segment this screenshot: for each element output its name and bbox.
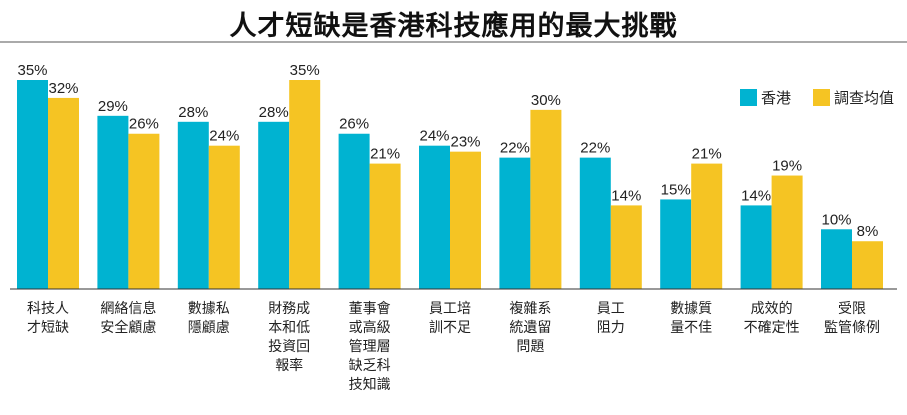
value-label-0-5: 24% — [419, 128, 449, 145]
bar-1-1 — [128, 133, 160, 289]
value-label-1-0: 32% — [48, 80, 78, 97]
bar-1-7 — [610, 205, 642, 289]
category-label-6-0: 複雜系 — [509, 300, 551, 317]
value-label-1-9: 19% — [772, 158, 802, 175]
category-label-4-1: 或高級 — [349, 319, 391, 336]
category-label-9-1: 不確定性 — [744, 320, 800, 336]
value-label-0-7: 22% — [580, 140, 610, 157]
value-label-0-0: 35% — [17, 62, 47, 79]
category-label-0-1: 才短缺 — [27, 320, 69, 336]
bar-0-0 — [17, 80, 48, 289]
value-label-0-9: 14% — [741, 187, 771, 204]
bar-1-4 — [369, 163, 401, 289]
category-label-0-0: 科技人 — [27, 301, 69, 317]
chart-title: 人才短缺是香港科技應用的最大挑戰 — [229, 11, 678, 42]
category-label-3-2: 投資回 — [268, 339, 310, 355]
bar-1-6 — [530, 109, 562, 289]
category-label-6-2: 問題 — [516, 339, 544, 355]
bar-0-6 — [499, 157, 531, 289]
category-label-7-1: 阻力 — [597, 320, 625, 336]
bar-1-2 — [208, 145, 240, 289]
legend: 香港 調查均值 — [740, 89, 894, 107]
bar-1-3 — [289, 80, 321, 289]
value-label-1-4: 21% — [370, 146, 400, 163]
category-label-7-0: 員工 — [597, 301, 625, 317]
category-label-6-1: 統遺留 — [509, 320, 551, 336]
category-label-10-0: 受限 — [838, 301, 866, 317]
category-label-3-0: 財務成 — [268, 301, 310, 317]
category-label-2-1: 隱顧慮 — [188, 320, 230, 336]
category-label-4-2: 管理層 — [349, 339, 391, 355]
bar-0-2 — [177, 121, 209, 289]
value-label-0-6: 22% — [500, 140, 530, 157]
legend-swatch-0 — [740, 89, 757, 106]
value-label-1-1: 26% — [129, 116, 159, 133]
legend-label-0: 香港 — [761, 89, 791, 107]
category-label-1-1: 安全顧慮 — [100, 319, 156, 336]
value-label-1-10: 8% — [857, 223, 879, 240]
category-label-8-0: 數據質 — [670, 301, 712, 317]
bar-1-8 — [691, 163, 723, 289]
bar-1-10 — [852, 241, 883, 289]
category-label-4-4: 技知識 — [349, 376, 391, 393]
bar-0-7 — [579, 157, 611, 289]
bar-0-1 — [97, 115, 129, 289]
value-label-0-10: 10% — [821, 211, 851, 228]
bar-1-9 — [771, 175, 803, 289]
bar-1-0 — [48, 97, 79, 290]
value-label-0-4: 26% — [339, 116, 369, 133]
legend-label-1: 調查均值 — [834, 89, 894, 107]
bar-0-10 — [821, 229, 852, 289]
category-label-4-0: 董事會 — [349, 301, 391, 317]
category-label-3-1: 本和低 — [268, 320, 310, 336]
category-label-5-0: 員工培 — [429, 301, 471, 317]
value-label-0-1: 29% — [98, 98, 128, 115]
bar-0-5 — [419, 145, 450, 289]
value-label-1-5: 23% — [450, 134, 480, 151]
bar-1-5 — [450, 151, 481, 289]
value-label-0-2: 28% — [178, 104, 208, 121]
value-label-1-6: 30% — [531, 92, 561, 109]
value-label-1-3: 35% — [290, 62, 320, 79]
category-label-8-1: 量不佳 — [670, 320, 712, 336]
category-label-9-0: 成效的 — [751, 301, 793, 317]
legend-swatch-1 — [813, 89, 830, 106]
category-label-10-1: 監管條例 — [824, 319, 880, 336]
value-label-1-2: 24% — [209, 128, 239, 145]
bar-0-3 — [258, 121, 290, 289]
category-label-1-0: 網絡信息 — [100, 300, 156, 317]
bar-0-4 — [338, 133, 370, 289]
bar-0-8 — [660, 199, 692, 289]
bar-0-9 — [740, 205, 772, 289]
value-label-1-7: 14% — [611, 187, 641, 204]
category-label-2-0: 數據私 — [188, 301, 230, 317]
category-label-4-3: 缺乏科 — [349, 358, 391, 374]
value-label-0-3: 28% — [259, 104, 289, 121]
category-label-3-3: 報率 — [275, 357, 303, 374]
bars-layer: 35%32%29%26%28%24%28%35%26%21%24% 23% 22%3… — [17, 62, 883, 290]
value-label-0-8: 15% — [661, 181, 691, 198]
value-label-1-8: 21% — [692, 146, 722, 163]
category-label-5-1: 訓不足 — [429, 320, 471, 336]
